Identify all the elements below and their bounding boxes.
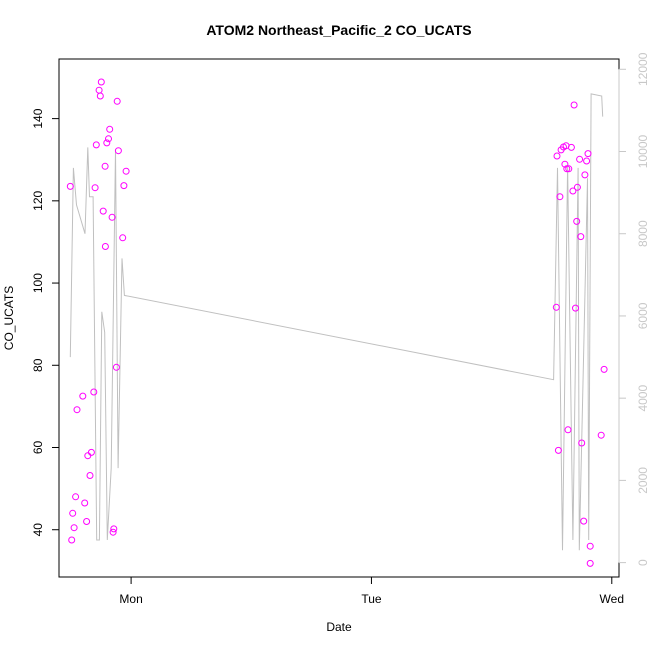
co-ucats-point — [92, 141, 100, 149]
co-ucats-point — [79, 392, 87, 400]
co-ucats-point — [96, 92, 104, 100]
co-ucats-point — [578, 439, 586, 447]
co-ucats-point — [97, 78, 105, 86]
co-ucats-point — [567, 143, 575, 151]
y2-tick-label: 12000 — [636, 52, 650, 86]
co-ucats-point — [553, 152, 561, 160]
y2-tick-label: 8000 — [636, 220, 650, 247]
co-ucats-point — [86, 472, 94, 479]
co-ucats-point — [554, 446, 562, 454]
co-ucats-point — [570, 101, 578, 109]
y-tick-label: 40 — [31, 523, 45, 537]
instrument-line — [69, 93, 604, 551]
y-axis-left: 40 60 80 100 120 140 — [31, 108, 60, 537]
co-ucats-point-series — [66, 78, 608, 567]
y-tick-label: 120 — [31, 190, 45, 210]
co-ucats-point — [99, 207, 107, 215]
co-ucats-point — [103, 139, 111, 147]
co-ucats-point — [583, 157, 591, 165]
co-ucats-point — [565, 165, 573, 173]
co-ucats-point — [90, 388, 98, 396]
co-ucats-point — [600, 365, 608, 373]
co-ucats-point — [81, 499, 89, 507]
co-ucats-point — [66, 182, 74, 190]
co-ucats-point — [597, 431, 605, 439]
co-ucats-point — [84, 452, 92, 460]
co-ucats-point — [581, 171, 589, 179]
x-axis: Mon Tue Wed — [119, 576, 624, 606]
co-ucats-point — [576, 155, 584, 163]
co-ucats-point — [108, 213, 116, 221]
co-ucats-point — [573, 217, 581, 225]
co-ucats-point — [101, 243, 109, 250]
co-ucats-point — [119, 234, 127, 242]
co-ucats-point — [122, 167, 130, 175]
co-ucats-point — [577, 233, 585, 241]
co-ucats-point — [552, 303, 560, 311]
y-tick-label: 100 — [31, 273, 45, 293]
y-axis-label: CO_UCATS — [2, 286, 16, 350]
co-ucats-point — [87, 448, 95, 456]
co-ucats-point — [109, 528, 117, 536]
co-ucats-point — [586, 542, 594, 550]
co-ucats-point — [569, 187, 577, 195]
y2-tick-label: 4000 — [636, 385, 650, 412]
co-ucats-point — [72, 493, 80, 501]
co-ucats-point — [113, 97, 121, 105]
co-ucats-point — [584, 150, 592, 158]
co-ucats-point — [105, 135, 112, 143]
co-ucats-point — [106, 125, 114, 133]
instrument-line-series — [69, 93, 604, 551]
co-ucats-point — [586, 559, 594, 567]
co-ucats-point — [572, 304, 579, 312]
x-tick-label: Tue — [361, 592, 382, 606]
plot-frame — [58, 58, 620, 578]
co-ucats-point — [120, 182, 128, 190]
co-ucats-point — [95, 86, 103, 94]
y2-tick-label: 2000 — [636, 467, 650, 494]
co-ucats-point — [564, 426, 572, 434]
co-ucats-point — [112, 363, 120, 371]
co-ucats-point — [83, 518, 91, 525]
y-tick-label: 140 — [31, 108, 45, 128]
co-ucats-point — [91, 184, 99, 192]
x-axis-label: Date — [326, 620, 352, 634]
co-ucats-point — [556, 193, 564, 201]
co-ucats-point — [69, 509, 77, 517]
co-ucats-point — [68, 536, 76, 544]
co-ucats-point — [70, 524, 78, 532]
co-ucats-point — [563, 165, 571, 173]
co-ucats-point — [73, 406, 81, 414]
co-ucats-point — [114, 147, 122, 155]
co-ucats-point — [101, 162, 109, 170]
co-ucats-point — [561, 160, 569, 168]
co-ucats-point — [580, 517, 588, 525]
y-tick-label: 60 — [31, 441, 45, 455]
co-ucats-point — [110, 525, 118, 533]
y-tick-label: 80 — [31, 358, 45, 372]
y2-tick-label: 0 — [636, 559, 650, 566]
y-axis-right: 0 2000 4000 6000 8000 10000 12000 — [618, 52, 650, 566]
y2-tick-label: 6000 — [636, 302, 650, 329]
co-ucats-point — [573, 183, 581, 191]
x-tick-label: Wed — [600, 592, 624, 606]
x-tick-label: Mon — [119, 592, 142, 606]
chart-title: ATOM2 Northeast_Pacific_2 CO_UCATS — [206, 22, 471, 38]
y2-tick-label: 10000 — [636, 134, 650, 168]
